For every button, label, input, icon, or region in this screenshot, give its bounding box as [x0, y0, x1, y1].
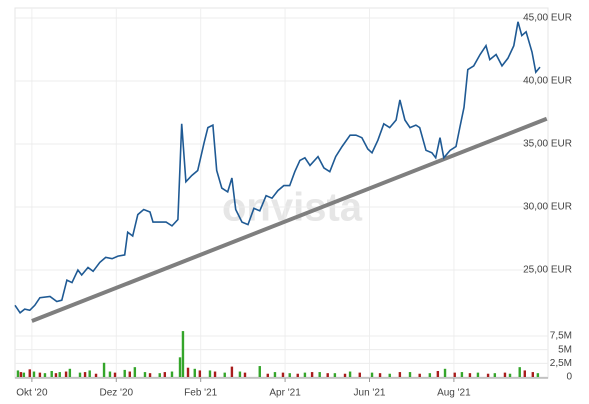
volume-bar: [536, 373, 540, 377]
volume-bar: [43, 373, 47, 377]
volume-bar: [170, 371, 174, 377]
volume-bar: [460, 372, 464, 377]
volume-bar: [358, 372, 361, 377]
x-tick-label: Aug '21: [437, 388, 471, 399]
volume-bar: [523, 370, 526, 377]
x-tick-label: Feb '21: [184, 388, 217, 399]
volume-bar: [273, 372, 277, 377]
price-line: [14, 21, 541, 314]
volume-bar: [94, 373, 98, 377]
volume-bar: [230, 366, 234, 377]
trend-line: [31, 116, 548, 323]
volume-bar: [266, 373, 269, 377]
volume-bar: [303, 372, 307, 377]
volume-bar: [398, 372, 402, 377]
watermark: onvista: [222, 186, 363, 230]
volume-bar: [148, 373, 152, 377]
volume-bar: [178, 357, 182, 377]
volume-bar: [22, 372, 26, 377]
volume-bar: [133, 367, 137, 377]
volume-bar: [476, 372, 480, 377]
volume-bar: [28, 369, 31, 377]
volume-bar: [531, 372, 535, 377]
volume-bar: [128, 371, 131, 377]
x-tick-label: Apr '21: [269, 388, 301, 399]
volume-bar: [163, 372, 167, 377]
volume-bar: [408, 372, 412, 377]
volume-bar: [378, 373, 382, 377]
volume-bar: [243, 372, 247, 377]
volume-bar: [50, 370, 53, 377]
x-tick-label: Dez '20: [99, 388, 133, 399]
y-tick-label: 2,5M: [550, 358, 572, 369]
volume-bar: [123, 369, 126, 377]
volume-bar: [16, 370, 20, 377]
volume-bar: [64, 371, 68, 377]
y-tick-label: 0: [566, 372, 572, 383]
volume-bar: [208, 370, 212, 377]
volume-bar: [58, 372, 61, 377]
y-tick-label: 30,00 EUR: [523, 202, 572, 213]
y-tick-label: 5M: [558, 344, 572, 355]
volume-bar: [158, 373, 161, 377]
volume-bar: [486, 373, 490, 377]
volume-bar: [181, 331, 185, 377]
volume-bar: [19, 372, 23, 377]
y-tick-label: 45,00 EUR: [523, 13, 572, 24]
volume-bar: [318, 372, 321, 377]
volume-bar: [310, 372, 314, 377]
volume-bar: [68, 368, 72, 377]
volume-bar: [443, 368, 447, 377]
volume-bar: [213, 371, 217, 377]
volume-bar: [453, 372, 456, 377]
volume-bar: [258, 366, 261, 377]
volume-bar: [281, 372, 285, 377]
volume-bar: [78, 372, 82, 377]
volume-bar: [38, 372, 42, 377]
volume-bar: [288, 373, 291, 377]
volume-bar: [418, 373, 421, 377]
volume-bar: [143, 372, 147, 377]
volume-bar: [436, 370, 440, 377]
volume-bar: [238, 371, 242, 377]
volume-bar: [503, 372, 507, 377]
volume-bar: [326, 373, 329, 377]
volume-bar: [518, 367, 521, 377]
volume-bar: [508, 373, 512, 377]
volume-bar: [223, 372, 226, 377]
volume-bar: [493, 373, 497, 377]
volume-bar: [83, 372, 87, 377]
volume-bar: [113, 372, 117, 377]
volume-bar: [186, 367, 190, 377]
y-tick-label: 40,00 EUR: [523, 76, 572, 87]
volume-bar: [54, 373, 58, 377]
volume-bar: [370, 372, 374, 377]
volume-bar: [32, 371, 36, 377]
volume-bar: [428, 373, 432, 377]
volume-bar: [296, 373, 299, 377]
volume-bar: [88, 370, 91, 377]
volume-bar: [343, 373, 347, 377]
y-tick-label: 25,00 EUR: [523, 265, 572, 276]
volume-bar: [102, 362, 106, 377]
volume-bar: [348, 371, 352, 377]
x-tick-label: Jun '21: [354, 388, 386, 399]
y-tick-label: 7,5M: [550, 331, 572, 342]
x-tick-label: Okt '20: [16, 388, 48, 399]
volume-bar: [388, 373, 391, 377]
volume-bar: [108, 371, 112, 377]
y-tick-label: 35,00 EUR: [523, 139, 572, 150]
volume-bar: [198, 370, 202, 377]
volume-bar: [468, 373, 472, 377]
volume-bar: [333, 373, 337, 377]
volume-bar: [193, 368, 196, 377]
